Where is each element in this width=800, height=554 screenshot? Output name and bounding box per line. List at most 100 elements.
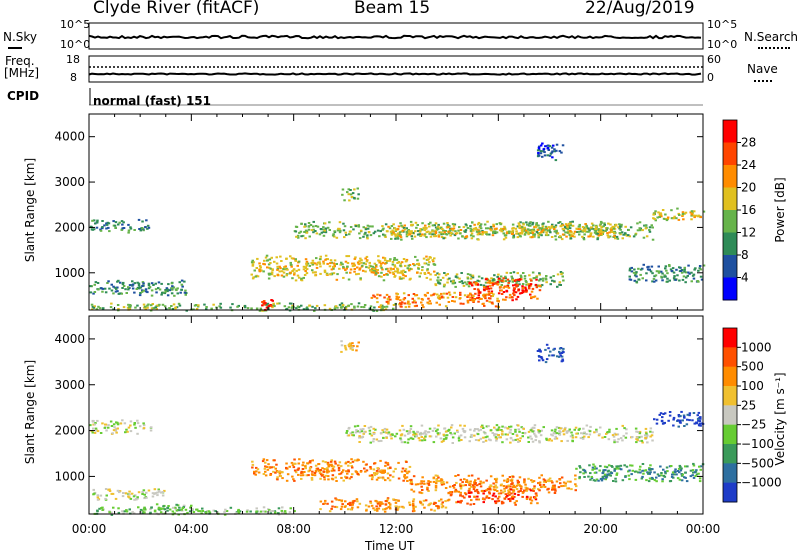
power-echo-cell: [484, 285, 487, 288]
velocity-echo-cell: [563, 428, 566, 431]
power-echo-cell: [521, 231, 524, 233]
power-echo-cell: [477, 292, 481, 295]
power-echo-cell: [329, 262, 332, 265]
power-echo-cell: [281, 270, 284, 273]
velocity-echo-cell: [519, 487, 523, 490]
velocity-echo-cell: [324, 467, 328, 470]
velocity-echo-cell: [506, 478, 510, 481]
velocity-echo-cell: [571, 440, 574, 443]
power-echo-cell: [536, 228, 540, 231]
velocity-echo-cell: [404, 468, 408, 471]
velocity-echo-cell: [494, 428, 498, 431]
velocity-echo-cell: [698, 477, 702, 480]
velocity-echo-cell: [613, 468, 616, 471]
noise-tick-right-top: 10^5: [707, 18, 738, 31]
power-echo-cell: [302, 276, 305, 279]
velocity-echo-cell: [349, 462, 352, 464]
velocity-echo-cell: [471, 484, 475, 487]
velocity-echo-cell: [542, 480, 546, 483]
power-echo-cell: [400, 277, 403, 280]
power-echo-cell: [402, 258, 406, 260]
power-echo-cell: [672, 277, 676, 280]
velocity-echo-cell: [557, 355, 561, 358]
velocity-echo-cell: [386, 477, 390, 480]
velocity-echo-cell: [311, 470, 314, 473]
power-echo-cell: [391, 229, 394, 232]
power-echo-cell: [516, 225, 520, 228]
velocity-echo-cell: [513, 492, 517, 495]
velocity-echo-cell: [583, 435, 586, 438]
power-echo-cell: [345, 255, 348, 258]
x-tick-label: 20:00: [583, 522, 618, 536]
velocity-echo-cell: [628, 478, 631, 481]
velocity-echo-cell: [537, 429, 540, 431]
power-echo-cell: [513, 294, 516, 297]
velocity-echo-cell: [308, 467, 312, 469]
velocity-echo-cell: [519, 490, 522, 492]
velocity-echo-cell: [398, 505, 401, 508]
velocity-echo-cell: [489, 475, 493, 478]
power-echo-cell: [307, 225, 311, 228]
power-echo-cell: [358, 267, 362, 270]
velocity-echo-cell: [442, 481, 445, 483]
velocity-echo-cell: [454, 475, 457, 477]
velocity-echo-cell: [469, 483, 472, 486]
power-echo-cell: [112, 220, 115, 223]
power-echo-cell: [336, 306, 339, 309]
power-echo-cell: [89, 285, 92, 288]
power-echo-cell: [283, 268, 287, 271]
power-echo-cell: [329, 273, 332, 276]
power-echo-cell: [348, 199, 351, 202]
power-echo-cell: [702, 264, 706, 267]
power-echo-cell: [501, 229, 504, 232]
power-echo-cell: [561, 275, 564, 278]
velocity-echo-cell: [382, 508, 385, 511]
velocity-echo-cell: [531, 440, 535, 443]
velocity-echo-cell: [444, 487, 448, 489]
velocity-echo-cell: [567, 487, 571, 490]
power-echo-cell: [263, 259, 266, 262]
velocity-echo-cell: [201, 510, 205, 512]
power-echo-cell: [668, 264, 671, 266]
power-echo-cell: [150, 282, 154, 285]
power-echo-cell: [99, 307, 102, 310]
velocity-echo-cell: [351, 473, 354, 476]
power-echo-cell: [407, 305, 411, 308]
power-echo-cell: [589, 233, 592, 236]
velocity-echo-cell: [96, 498, 100, 501]
power-echo-cell: [195, 308, 199, 310]
velocity-echo-cell: [424, 435, 427, 438]
power-echo-cell: [152, 307, 155, 310]
power-echo-cell: [384, 268, 388, 271]
power-echo-cell: [471, 276, 475, 279]
power-echo-cell: [583, 233, 586, 236]
velocity-echo-cell: [635, 430, 638, 433]
power-echo-cell: [498, 279, 501, 282]
velocity-echo-cell: [288, 511, 292, 514]
velocity-echo-cell: [333, 469, 336, 472]
velocity-echo-cell: [650, 476, 654, 479]
power-echo-cell: [335, 278, 339, 281]
velocity-echo-cell: [651, 431, 654, 434]
power-echo-cell: [375, 265, 378, 268]
power-echo-cell: [536, 284, 540, 287]
velocity-echo-cell: [327, 475, 330, 478]
power-echo-cell: [422, 226, 425, 229]
velocity-echo-cell: [603, 475, 607, 477]
velocity-echo-cell: [649, 464, 652, 467]
power-echo-cell: [624, 233, 627, 236]
velocity-echo-cell: [132, 495, 136, 498]
velocity-echo-cell: [142, 427, 146, 430]
velocity-echo-cell: [505, 486, 508, 489]
velocity-echo-cell: [379, 503, 382, 506]
power-echo-cell: [515, 232, 518, 235]
power-echo-cell: [119, 281, 122, 284]
power-echo-cell: [688, 272, 691, 275]
velocity-echo-cell: [649, 471, 652, 474]
x-tick-label: 04:00: [174, 522, 209, 536]
velocity-echo-cell: [349, 344, 352, 347]
velocity-echo-cell: [388, 504, 392, 507]
power-echo-cell: [444, 230, 447, 232]
velocity-echo-cell: [459, 478, 463, 481]
power-echo-cell: [512, 234, 515, 237]
